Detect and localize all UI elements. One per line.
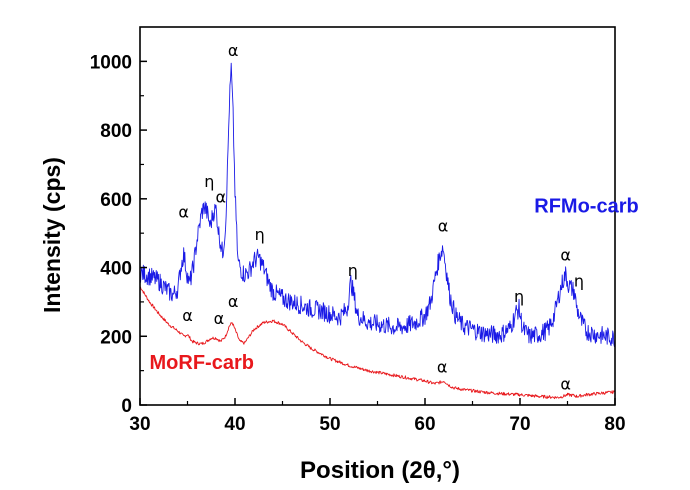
peak-label: α xyxy=(437,357,448,376)
x-tick-label: 70 xyxy=(509,414,530,435)
peak-label: η xyxy=(574,271,584,290)
peak-label: α xyxy=(228,292,239,311)
plot-area: 30 40 50 60 70 8002004006008001000αηααηηαηαηα… xyxy=(90,26,639,435)
peak-label: η xyxy=(514,287,524,306)
x-tick-label: 50 xyxy=(319,414,340,435)
peak-label: α xyxy=(228,41,239,60)
y-tick-label: 1000 xyxy=(90,52,132,73)
x-tick-label: 80 xyxy=(604,414,625,435)
peak-label: α xyxy=(214,309,225,328)
x-tick-label: 60 xyxy=(414,414,435,435)
x-tick-label: 30 xyxy=(129,414,150,435)
x-axis-title: Position (2θ,°) xyxy=(300,457,460,484)
series-label-morf-carb: MoRF-carb xyxy=(150,352,254,374)
y-tick-label: 200 xyxy=(100,327,132,348)
y-tick-label: 600 xyxy=(100,190,132,211)
peak-label: η xyxy=(255,225,265,244)
series-label-rfmo-carb: RFMo-carb xyxy=(534,196,638,218)
y-axis-title: Intensity (cps) xyxy=(39,157,65,313)
peak-label: α xyxy=(560,246,571,265)
y-tick-label: 800 xyxy=(100,121,132,142)
series-line-rfmo-carb xyxy=(139,62,616,348)
y-tick-label: 400 xyxy=(100,259,132,280)
peak-label: α xyxy=(438,216,449,235)
peak-label: α xyxy=(215,187,226,206)
peak-label: α xyxy=(560,375,571,394)
peak-label: η xyxy=(204,172,214,191)
y-tick-label: 0 xyxy=(121,396,132,417)
peak-label: α xyxy=(182,306,193,325)
series-line-morf-carb xyxy=(139,286,616,400)
peak-label: η xyxy=(348,261,358,280)
peak-label: α xyxy=(178,203,189,222)
x-tick-label: 40 xyxy=(224,414,245,435)
